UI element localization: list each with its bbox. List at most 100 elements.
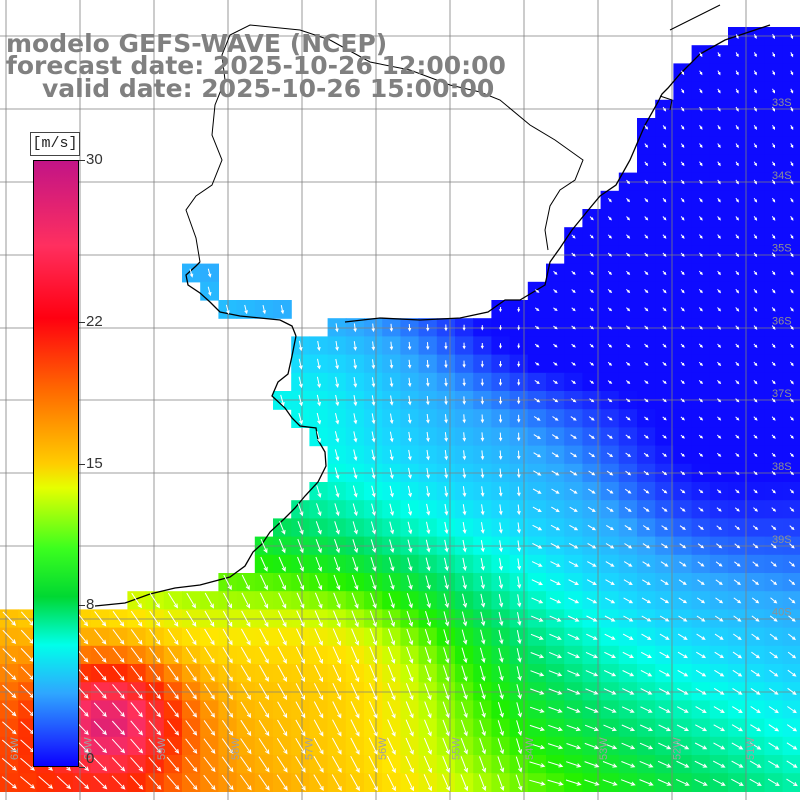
wind-arrow [734,561,741,567]
wind-arrow [772,52,775,58]
wind-arrow [166,775,180,790]
wind-arrow [331,737,342,755]
wind-arrow [185,720,198,736]
wind-arrow [566,743,582,750]
wind-arrow [2,666,17,681]
wind-arrow [425,575,431,590]
wind-arrow [566,688,581,695]
wind-arrow [604,597,616,604]
wind-arrow [753,471,758,476]
wind-arrow [460,719,468,737]
wind-arrow [444,396,448,406]
wind-arrow [662,325,667,330]
wind-arrow [644,307,649,312]
wind-arrow [350,701,360,719]
wind-arrow [624,524,632,531]
colorbar-tick-label: 30 [86,151,103,168]
wind-arrow [790,52,794,58]
wind-arrow [789,543,795,549]
wind-arrow [679,561,687,567]
wind-arrow [406,664,414,683]
wind-arrow [752,525,759,531]
wind-arrow [462,486,467,498]
wind-arrow [644,361,649,366]
wind-arrow [388,628,396,646]
colorbar-unit-box: [m/s] [30,132,80,156]
wind-arrow [317,358,321,370]
wind-arrow [753,343,758,348]
wind-arrow [753,398,758,403]
wind-arrow [371,467,376,480]
wind-arrow [735,361,740,367]
wind-arrow [516,522,521,534]
wind-arrow [550,561,561,567]
wind-arrow [389,395,394,406]
wind-arrow [317,340,321,352]
wind-arrow [406,628,414,646]
wind-arrow [680,70,685,76]
wind-arrow [444,432,448,442]
wind-arrow [313,774,324,791]
wind-arrow [388,592,395,609]
wind-arrow [717,216,721,221]
wind-arrow [662,125,667,130]
wind-arrow [258,756,270,773]
wind-arrow [368,737,378,755]
wind-arrow [695,688,707,695]
wind-arrow [167,665,179,682]
wind-arrow [623,597,634,604]
grid-labels: 33S 34S 35S 36S 37S 38S 39S 40S 61W 60W 59W 58W 57W 5… [9,97,792,760]
wind-arrow [553,325,558,330]
lon-label: 58W [230,737,242,760]
wind-arrow [698,507,704,512]
wind-arrow [717,161,721,167]
wind-arrow [787,687,797,695]
wind-arrow [407,557,413,572]
wind-arrow [370,521,376,535]
wind-arrow [498,414,503,424]
wind-arrow [498,450,503,460]
wind-arrow [389,341,394,351]
colorbar-tick-label: 22 [86,312,103,330]
wind-arrow [277,701,288,719]
wind-arrow [407,395,412,406]
wind-arrow [280,394,285,407]
wind-arrow [790,361,794,367]
wind-arrow [641,597,652,604]
wind-arrow [423,737,432,755]
wind-arrow [167,683,179,700]
wind-arrow [149,610,161,627]
wind-cell [782,300,800,319]
wind-arrow [405,737,414,755]
wind-arrow [717,52,721,58]
wind-arrow [534,379,540,385]
wind-arrow [334,467,340,480]
wind-arrow [662,143,667,148]
wind-arrow [258,683,270,701]
wind-arrow [241,610,251,628]
wind-arrow [712,760,726,768]
wind-arrow [680,252,685,257]
wind-arrow [699,125,703,130]
wind-arrow [371,431,376,443]
wind-arrow [565,779,582,786]
wind-arrow [204,610,215,627]
wind-arrow [772,88,775,94]
wind-arrow [771,343,776,349]
wind-arrow [112,702,125,718]
wind-arrow [167,647,179,664]
wind-arrow [442,683,450,701]
wind-arrow [517,414,521,423]
wind-arrow [277,628,287,646]
wind-arrow [731,724,744,732]
wind-arrow [571,307,576,312]
wind-arrow [662,270,667,276]
wind-arrow [625,434,631,439]
wind-arrow [480,378,484,387]
wind-arrow [389,449,394,461]
wind-arrow [660,579,669,585]
wind-arrow [586,579,597,586]
wind-arrow [621,742,636,750]
wind-arrow [569,524,579,531]
wind-arrow [662,197,667,203]
